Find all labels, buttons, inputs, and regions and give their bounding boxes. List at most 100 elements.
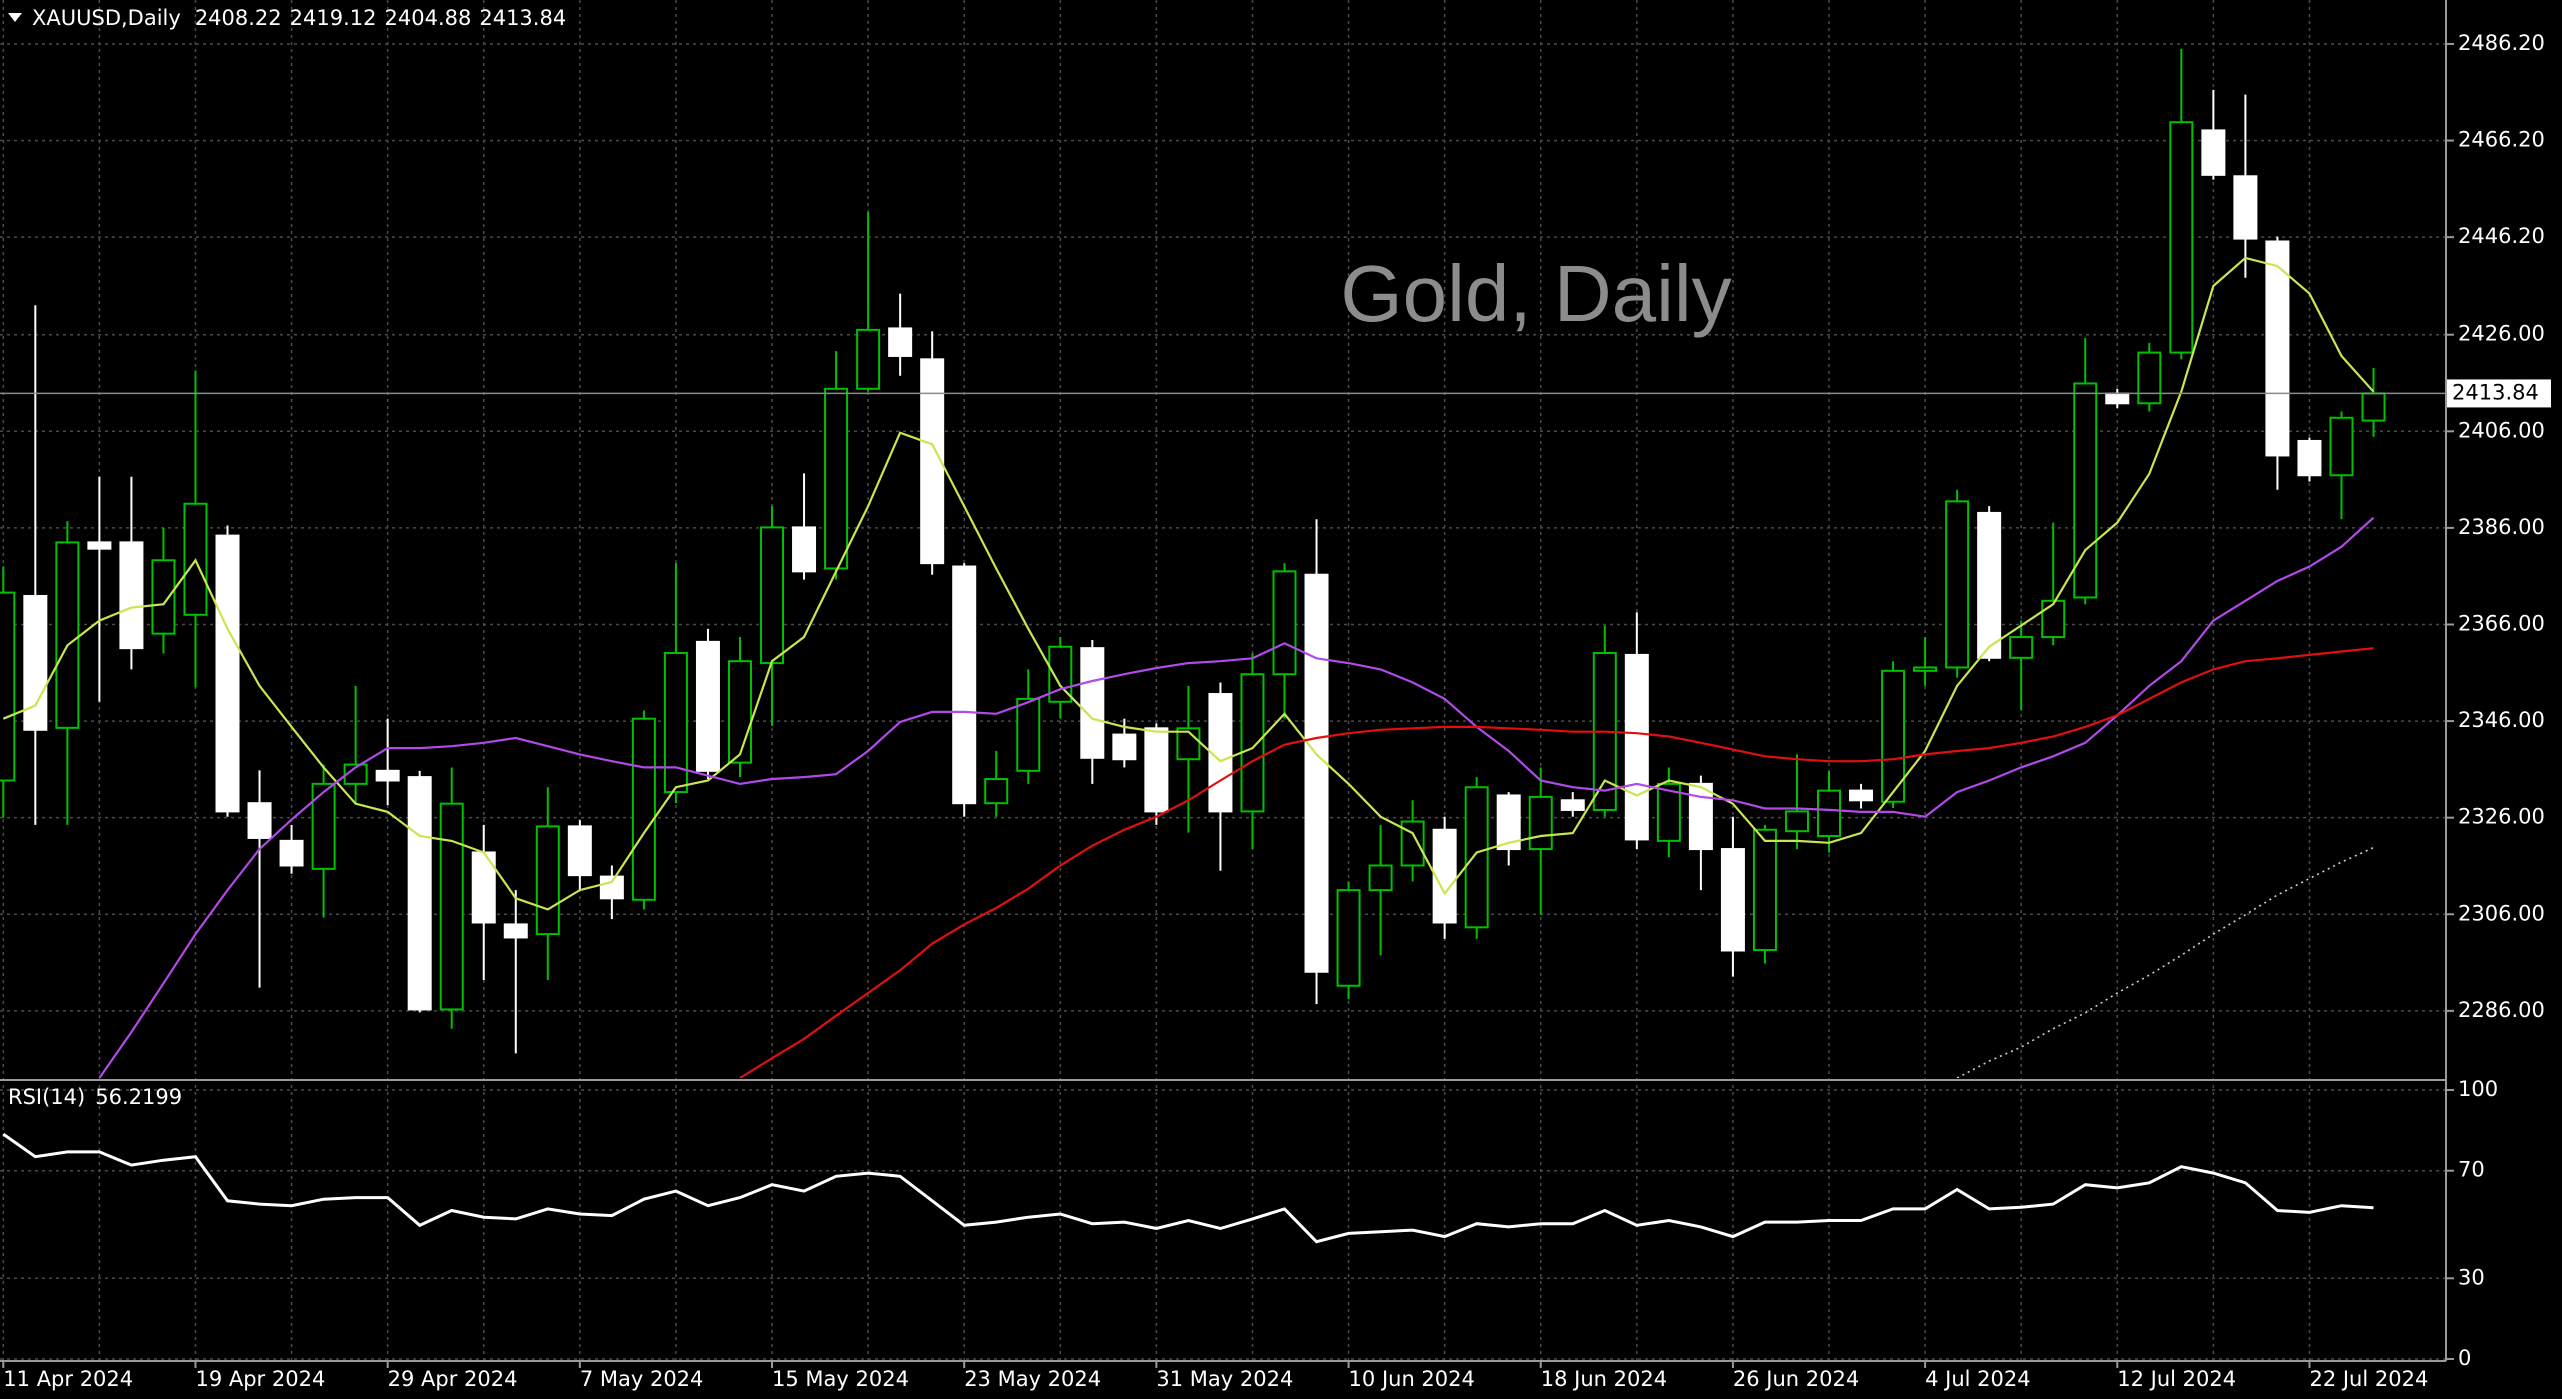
candle-body xyxy=(1112,733,1137,761)
price-pane xyxy=(0,48,2446,1078)
candle-body xyxy=(1144,727,1169,813)
candle-body xyxy=(1432,828,1457,924)
axis-layer: 2286.00 2306.00 2326.00 2346.00 2366.00 2386.… xyxy=(2,31,2551,1391)
candle-body xyxy=(87,541,112,550)
moving-average xyxy=(739,647,2374,1078)
candle-body xyxy=(1945,500,1970,669)
candle-body xyxy=(2137,351,2162,405)
candle-body xyxy=(1784,810,1809,833)
candle-body xyxy=(1881,669,1906,803)
candle-body xyxy=(2073,382,2098,599)
x-tick-label: 31 May 2024 xyxy=(1156,1367,1293,1391)
y-tick-label: 2446.20 xyxy=(2458,224,2545,248)
rsi-header: RSI(14) 56.2199 xyxy=(8,1085,182,1109)
x-tick-label: 15 May 2024 xyxy=(772,1367,909,1391)
x-tick-label: 11 Apr 2024 xyxy=(3,1367,133,1391)
candle-body xyxy=(215,534,240,813)
candle-body xyxy=(535,825,560,936)
candle-body xyxy=(1656,782,1681,842)
y-tick-label: 2386.00 xyxy=(2458,515,2545,539)
candle-body xyxy=(1817,789,1842,838)
candle-body xyxy=(760,526,785,665)
x-tick-label: 4 Jul 2024 xyxy=(1925,1367,2031,1391)
y-tick-label: 70 xyxy=(2458,1158,2485,1182)
symbol: XAUUSD,Daily xyxy=(32,6,181,30)
x-tick-label: 10 Jun 2024 xyxy=(1349,1367,1475,1391)
rsi-value: 56.2199 xyxy=(95,1085,182,1109)
candle-body xyxy=(920,358,945,565)
candle-body xyxy=(1368,864,1393,892)
candle-body xyxy=(1240,673,1265,813)
candle-body xyxy=(1528,795,1553,851)
candle-body xyxy=(439,802,464,1011)
candle-body xyxy=(343,763,368,785)
candle-body xyxy=(2361,392,2386,422)
candle-body xyxy=(1016,697,1041,772)
candle-body xyxy=(151,559,176,635)
candle-body xyxy=(824,387,849,570)
candle-body xyxy=(1849,789,1874,802)
moving-average xyxy=(98,516,2375,1078)
candle-body xyxy=(792,526,817,573)
candle-body xyxy=(1464,786,1489,929)
x-tick-label: 7 May 2024 xyxy=(580,1367,704,1391)
current-price-label: 2413.84 xyxy=(2452,380,2539,404)
candle-body xyxy=(503,923,528,939)
x-tick-label: 22 Jul 2024 xyxy=(2309,1367,2428,1391)
candle-body xyxy=(1304,573,1329,973)
candle-body xyxy=(375,769,400,782)
y-tick-label: 2426.00 xyxy=(2458,322,2545,346)
y-tick-label: 2346.00 xyxy=(2458,708,2545,732)
x-tick-label: 12 Jul 2024 xyxy=(2117,1367,2236,1391)
x-tick-label: 18 Jun 2024 xyxy=(1541,1367,1667,1391)
symbol-menu-arrow[interactable] xyxy=(8,13,22,22)
candle-body xyxy=(1336,889,1361,987)
candle-body xyxy=(1560,799,1585,811)
y-tick-label: 2486.20 xyxy=(2458,31,2545,55)
rsi-line xyxy=(2,1132,2374,1244)
chart-header: XAUUSD,Daily 2408.22 2419.12 2404.88 2413.84 xyxy=(32,6,566,30)
candle-body xyxy=(2041,599,2066,639)
open-value: 2408.22 xyxy=(195,6,282,30)
candle-body xyxy=(952,565,977,805)
candle-body xyxy=(567,825,592,877)
candle-body xyxy=(1208,693,1233,813)
candle-body xyxy=(55,541,80,729)
candle-body xyxy=(1977,511,2002,659)
y-tick-label: 2466.20 xyxy=(2458,128,2545,152)
candle-body xyxy=(984,778,1009,805)
candle-body xyxy=(663,651,688,794)
candle-body xyxy=(311,782,336,870)
x-tick-label: 26 Jun 2024 xyxy=(1733,1367,1859,1391)
candle-body xyxy=(2233,175,2258,240)
moving-average xyxy=(2,256,2375,911)
y-tick-label: 2306.00 xyxy=(2458,901,2545,925)
y-tick-label: 30 xyxy=(2458,1265,2485,1289)
candle-body xyxy=(695,640,720,772)
candle-body xyxy=(599,875,624,900)
candle-body xyxy=(888,327,913,357)
candle-body xyxy=(1496,794,1521,851)
candle-body xyxy=(1752,828,1777,952)
y-tick-label: 2406.00 xyxy=(2458,418,2545,442)
candle-body xyxy=(727,660,752,764)
candle-body xyxy=(631,717,656,901)
candle-body xyxy=(407,776,432,1011)
y-tick-label: 2326.00 xyxy=(2458,805,2545,829)
x-tick-label: 19 Apr 2024 xyxy=(195,1367,325,1391)
candle-body xyxy=(1913,666,1938,672)
y-tick-label: 0 xyxy=(2458,1346,2471,1370)
candle-body xyxy=(2169,121,2194,354)
candle-body xyxy=(2297,439,2322,477)
y-tick-label: 2286.00 xyxy=(2458,998,2545,1022)
candle-body xyxy=(279,839,304,867)
current-price-box xyxy=(2447,379,2551,408)
candle-body xyxy=(1720,848,1745,952)
candle-body xyxy=(1080,647,1105,759)
watermark: Gold, Daily xyxy=(1340,249,1731,338)
candle-body xyxy=(1400,820,1425,867)
low-value: 2404.88 xyxy=(385,6,472,30)
y-tick-label: 2366.00 xyxy=(2458,611,2545,635)
